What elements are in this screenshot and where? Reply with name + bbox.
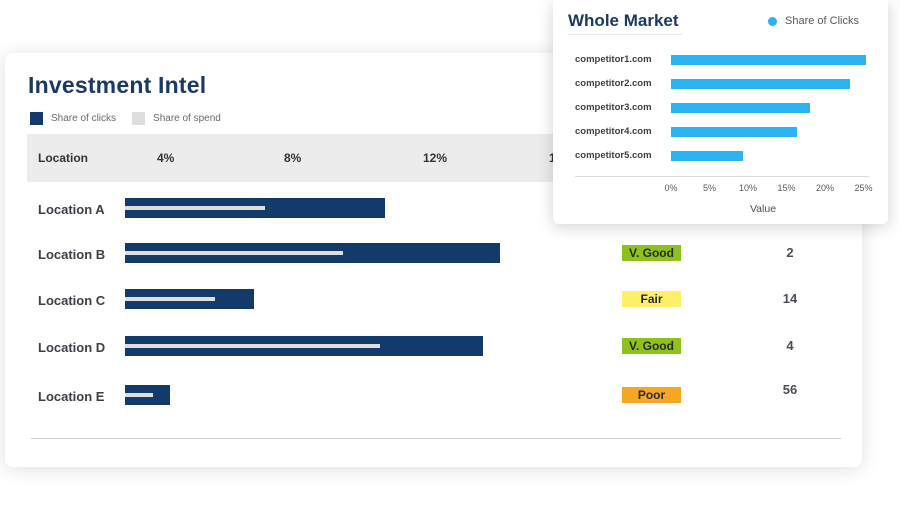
row-count: 56 [782, 382, 798, 397]
rating-badge: V. Good [622, 245, 681, 261]
market-x-axis-label: Value [749, 203, 777, 215]
location-column-header: Location [38, 151, 88, 165]
market-legend: Share of Clicks [768, 15, 859, 27]
bar-share-of-spend [125, 344, 380, 348]
x-tick-label: 8% [284, 151, 302, 165]
page-title: Investment Intel [28, 72, 207, 98]
x-tick-label: 12% [423, 151, 448, 165]
bar-share-of-spend [125, 206, 265, 210]
competitor-label: competitor3.com [575, 102, 652, 113]
market-x-tick: 0% [664, 183, 678, 193]
legend-swatch-clicks [30, 112, 43, 125]
bar-share-of-spend [125, 297, 215, 301]
whole-market-card: Whole Market Share of Clicks competitor1… [553, 0, 888, 224]
market-x-tick: 5% [702, 183, 716, 193]
row-label: Location E [38, 389, 105, 404]
row-count: 2 [786, 245, 794, 260]
rating-badge: Poor [622, 387, 681, 403]
competitor-label: competitor1.com [575, 54, 652, 65]
rating-badge: V. Good [622, 338, 681, 354]
legend-dot-share-of-clicks [768, 16, 777, 26]
row-label: Location D [38, 340, 106, 355]
competitor-bar [671, 103, 810, 113]
bar-share-of-spend [125, 393, 153, 397]
market-x-tick: 25% [854, 183, 873, 193]
row-count: 14 [782, 291, 798, 306]
rating-badge: Fair [622, 291, 681, 307]
legend-label-clicks: Share of clicks [51, 113, 117, 124]
table-header: Location 4% 8% 12% 1 [27, 134, 627, 182]
legend-label-share-of-clicks: Share of Clicks [785, 15, 859, 27]
competitor-label: competitor2.com [575, 78, 652, 89]
competitor-bar [671, 127, 798, 137]
row-count: 4 [786, 338, 794, 353]
competitor-label: competitor5.com [575, 150, 652, 161]
x-tick-label: 4% [157, 151, 175, 165]
market-x-axis [575, 176, 869, 177]
market-x-tick: 10% [738, 183, 757, 193]
market-x-tick: 20% [815, 183, 834, 193]
competitor-bar [671, 55, 866, 65]
legend-label-spend: Share of spend [153, 113, 221, 124]
row-label: Location C [38, 293, 106, 308]
competitor-bar [671, 79, 850, 89]
competitor-label: competitor4.com [575, 126, 652, 137]
row-label: Location A [38, 202, 105, 217]
market-x-tick: 15% [777, 183, 796, 193]
competitor-bar [671, 151, 744, 161]
row-label: Location B [38, 247, 106, 262]
legend-item-spend: Share of spend [132, 112, 221, 125]
bar-share-of-spend [125, 251, 344, 255]
whole-market-title: Whole Market [568, 11, 679, 30]
main-legend: Share of clicks Share of spend [30, 112, 237, 125]
x-tick-label: 1 [549, 151, 556, 165]
legend-item-clicks: Share of clicks [30, 112, 116, 125]
footer-divider [31, 438, 841, 439]
title-divider [568, 34, 682, 35]
legend-swatch-spend [132, 112, 146, 125]
